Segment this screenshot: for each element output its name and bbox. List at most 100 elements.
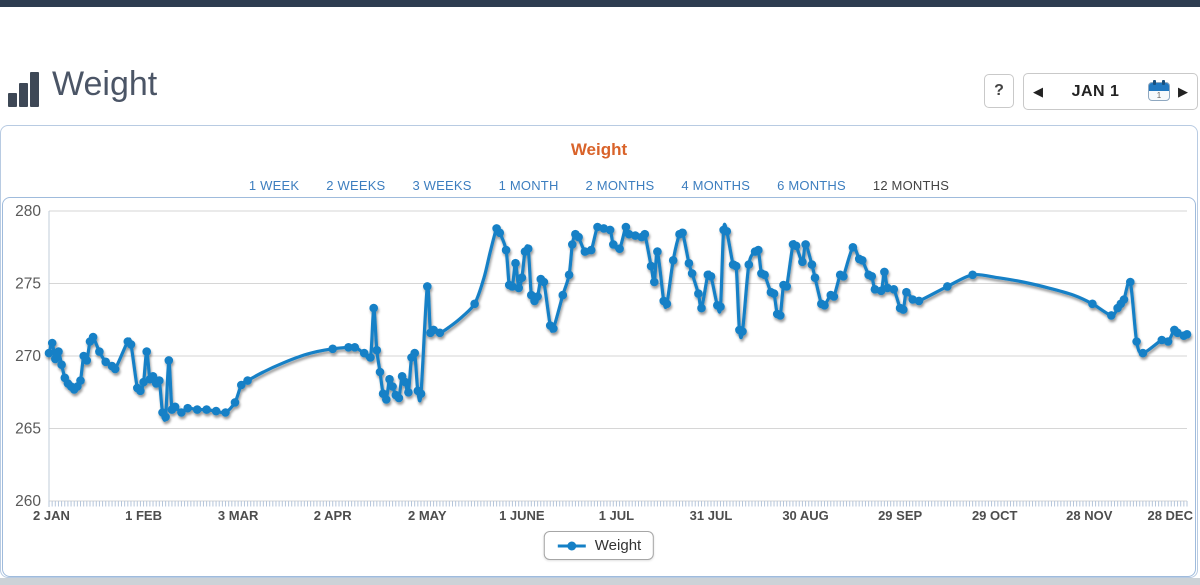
data-point-marker[interactable] bbox=[243, 376, 252, 385]
data-point-marker[interactable] bbox=[344, 343, 353, 352]
data-point-marker[interactable] bbox=[564, 270, 574, 280]
data-point-marker[interactable] bbox=[678, 228, 687, 238]
data-point-marker[interactable] bbox=[517, 273, 527, 282]
data-point-marker[interactable] bbox=[609, 240, 618, 249]
data-point-marker[interactable] bbox=[744, 260, 754, 269]
data-point-marker[interactable] bbox=[782, 282, 791, 291]
prev-date-arrow[interactable]: ◀ bbox=[1033, 84, 1043, 99]
data-point-marker[interactable] bbox=[95, 347, 104, 356]
data-point-marker[interactable] bbox=[202, 405, 211, 414]
data-point-marker[interactable] bbox=[810, 273, 820, 282]
data-point-marker[interactable] bbox=[148, 372, 158, 381]
data-point-marker[interactable] bbox=[76, 376, 85, 385]
data-point-marker[interactable] bbox=[230, 398, 240, 407]
data-point-marker[interactable] bbox=[359, 348, 369, 358]
data-point-marker[interactable] bbox=[769, 289, 779, 298]
data-point-marker[interactable] bbox=[943, 282, 952, 291]
data-point-marker[interactable] bbox=[867, 272, 877, 281]
data-point-marker[interactable] bbox=[221, 408, 230, 417]
data-point-marker[interactable] bbox=[514, 283, 523, 293]
data-point-marker[interactable] bbox=[640, 229, 650, 239]
data-point-marker[interactable] bbox=[568, 240, 577, 249]
data-point-marker[interactable] bbox=[110, 364, 120, 374]
data-point-marker[interactable] bbox=[776, 311, 785, 320]
data-point-marker[interactable] bbox=[57, 360, 66, 369]
data-point-marker[interactable] bbox=[1138, 348, 1148, 358]
range-link-2-weeks[interactable]: 2 WEEKS bbox=[326, 178, 386, 193]
data-point-marker[interactable] bbox=[668, 256, 678, 265]
data-point-marker[interactable] bbox=[684, 258, 694, 268]
data-point-marker[interactable] bbox=[706, 272, 716, 281]
data-point-marker[interactable] bbox=[1107, 311, 1116, 320]
data-point-marker[interactable] bbox=[416, 389, 426, 398]
data-point-marker[interactable] bbox=[798, 257, 807, 267]
data-point-marker[interactable] bbox=[164, 356, 174, 365]
chart-legend[interactable]: Weight bbox=[543, 531, 655, 560]
data-point-marker[interactable] bbox=[662, 299, 672, 309]
data-point-marker[interactable] bbox=[574, 232, 583, 242]
data-point-marker[interactable] bbox=[170, 402, 180, 412]
data-point-marker[interactable] bbox=[1182, 330, 1192, 339]
data-point-marker[interactable] bbox=[968, 270, 977, 280]
data-point-marker[interactable] bbox=[1163, 337, 1173, 346]
data-point-marker[interactable] bbox=[88, 332, 98, 342]
next-date-arrow[interactable]: ▶ bbox=[1178, 84, 1188, 99]
data-point-marker[interactable] bbox=[722, 227, 732, 236]
data-point-marker[interactable] bbox=[372, 345, 382, 355]
data-point-marker[interactable] bbox=[558, 290, 568, 300]
data-point-marker[interactable] bbox=[82, 356, 92, 365]
data-point-marker[interactable] bbox=[586, 245, 596, 255]
data-point-marker[interactable] bbox=[155, 376, 164, 385]
data-point-marker[interactable] bbox=[605, 225, 615, 235]
data-point-marker[interactable] bbox=[435, 328, 445, 338]
data-point-marker[interactable] bbox=[369, 303, 379, 313]
data-point-marker[interactable] bbox=[501, 245, 511, 255]
data-point-marker[interactable] bbox=[1126, 277, 1135, 287]
data-point-marker[interactable] bbox=[1088, 299, 1097, 309]
data-point-marker[interactable] bbox=[621, 222, 631, 232]
data-point-marker[interactable] bbox=[533, 292, 542, 301]
range-link-1-week[interactable]: 1 WEEK bbox=[248, 178, 300, 193]
data-point-marker[interactable] bbox=[646, 261, 656, 271]
data-point-marker[interactable] bbox=[211, 406, 221, 416]
range-link-1-month[interactable]: 1 MONTH bbox=[498, 178, 559, 193]
data-point-marker[interactable] bbox=[716, 302, 725, 311]
data-point-marker[interactable] bbox=[653, 247, 662, 256]
data-point-marker[interactable] bbox=[410, 348, 420, 358]
data-point-marker[interactable] bbox=[385, 374, 394, 384]
data-point-marker[interactable] bbox=[183, 403, 192, 413]
data-point-marker[interactable] bbox=[523, 244, 533, 253]
data-point-marker[interactable] bbox=[177, 408, 186, 417]
data-point-marker[interactable] bbox=[101, 357, 110, 367]
range-link-4-months[interactable]: 4 MONTHS bbox=[681, 178, 751, 193]
data-point-marker[interactable] bbox=[858, 256, 867, 265]
data-point-marker[interactable] bbox=[400, 377, 410, 387]
help-button[interactable]: ? bbox=[984, 74, 1014, 108]
data-point-marker[interactable] bbox=[388, 382, 397, 391]
range-link-6-months[interactable]: 6 MONTHS bbox=[777, 178, 846, 193]
data-point-marker[interactable] bbox=[350, 343, 360, 352]
data-point-marker[interactable] bbox=[738, 327, 747, 336]
data-point-marker[interactable] bbox=[694, 289, 703, 298]
data-point-marker[interactable] bbox=[54, 347, 63, 356]
data-point-marker[interactable] bbox=[237, 380, 246, 390]
data-point-marker[interactable] bbox=[914, 296, 924, 306]
data-point-marker[interactable] bbox=[697, 303, 706, 313]
data-point-marker[interactable] bbox=[848, 243, 858, 252]
data-point-marker[interactable] bbox=[1119, 295, 1129, 304]
data-point-marker[interactable] bbox=[615, 244, 624, 253]
data-point-marker[interactable] bbox=[829, 292, 839, 301]
data-point-marker[interactable] bbox=[791, 241, 801, 251]
data-point-marker[interactable] bbox=[1132, 337, 1141, 346]
data-point-marker[interactable] bbox=[760, 270, 769, 280]
data-point-marker[interactable] bbox=[899, 305, 908, 314]
data-point-marker[interactable] bbox=[820, 301, 829, 310]
data-point-marker[interactable] bbox=[51, 354, 60, 364]
data-point-marker[interactable] bbox=[44, 348, 54, 358]
data-point-marker[interactable] bbox=[142, 347, 151, 356]
data-point-marker[interactable] bbox=[880, 267, 889, 277]
data-point-marker[interactable] bbox=[366, 353, 375, 362]
data-point-marker[interactable] bbox=[889, 285, 899, 294]
data-point-marker[interactable] bbox=[801, 240, 810, 249]
data-point-marker[interactable] bbox=[731, 261, 741, 271]
